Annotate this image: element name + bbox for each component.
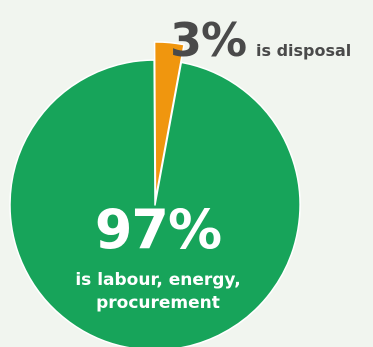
pie-slices (9, 41, 301, 347)
slice-labour-label-line1: is labour, energy, (75, 270, 240, 290)
slice-disposal-label: is disposal (256, 41, 351, 60)
slice-labour (9, 59, 301, 347)
slice-labour-value: 97% (95, 198, 221, 261)
slice-disposal-value: 3% (170, 13, 246, 67)
slice-disposal (153, 41, 185, 200)
slice-labour-label-line2: procurement (96, 293, 220, 313)
